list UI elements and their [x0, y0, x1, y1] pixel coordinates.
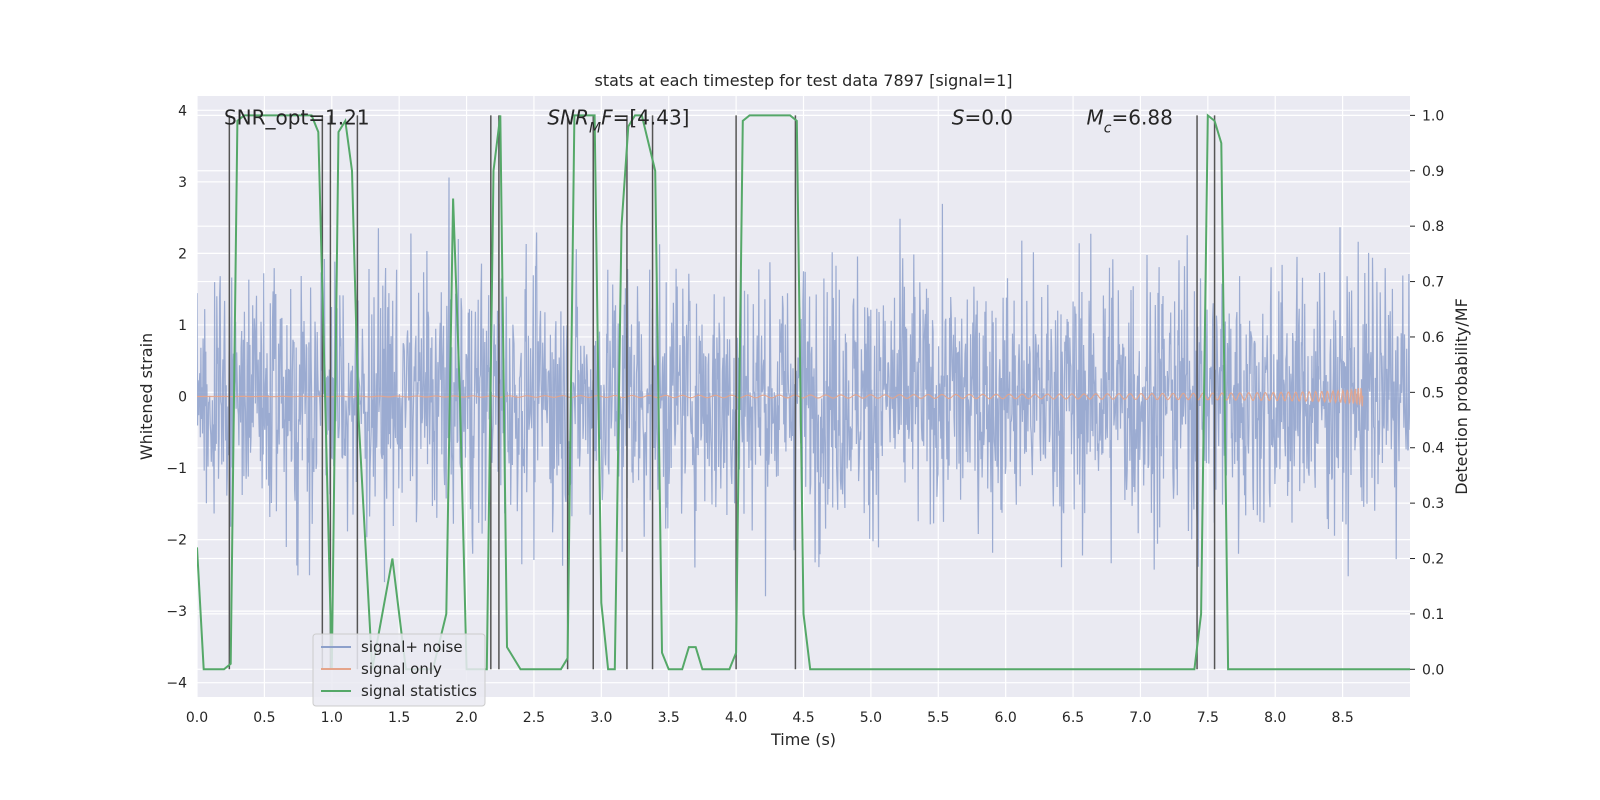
y-tick-label: −4 — [166, 676, 187, 692]
y2-tick-label: 0.0 — [1422, 662, 1444, 678]
x-tick-label: 4.5 — [792, 710, 814, 726]
y2-tick-label: 0.8 — [1422, 219, 1444, 235]
x-tick-label: 5.5 — [927, 710, 949, 726]
x-tick-label: 3.0 — [590, 710, 612, 726]
legend-entry: signal+ noise — [361, 638, 463, 656]
legend: signal+ noise signal only signal statistic… — [312, 633, 486, 707]
x-axis: 0.0 0.5 1.0 1.5 2.0 2.5 3.0 3.5 4.0 4.5 5.0 5.5 6.0 6… — [186, 710, 1354, 726]
y-tick-label: −2 — [166, 533, 187, 549]
x-tick-label: 7.0 — [1129, 710, 1151, 726]
y-axis-label: Whitened strain — [137, 333, 156, 460]
left-y-axis: 4 3 2 1 0 −1 −2 −3 −4 — [166, 103, 187, 691]
y-tick-label: 3 — [178, 175, 187, 191]
y2-tick-label: 0.2 — [1422, 552, 1444, 568]
x-tick-label: 2.5 — [523, 710, 545, 726]
x-tick-label: 6.0 — [995, 710, 1017, 726]
x-tick-label: 3.5 — [658, 710, 680, 726]
y2-tick-label: 0.5 — [1422, 385, 1444, 401]
y2-tick-label: 0.3 — [1422, 496, 1444, 512]
x-tick-label: 0.5 — [253, 710, 275, 726]
annotation-snr-opt: SNR_opt=1.21 — [224, 105, 370, 129]
x-tick-label: 4.0 — [725, 710, 747, 726]
y-tick-label: 4 — [178, 103, 187, 119]
y2-tick-label: 0.4 — [1422, 441, 1444, 457]
y-tick-label: 2 — [178, 246, 187, 262]
x-tick-label: 8.5 — [1331, 710, 1353, 726]
x-axis-label: Time (s) — [770, 730, 836, 749]
y-tick-label: −1 — [166, 461, 187, 477]
x-tick-label: 1.0 — [321, 710, 343, 726]
right-y-axis: 1.0 0.9 0.8 0.7 0.6 0.5 0.4 0.3 0.2 0.1 0.0 — [1410, 108, 1444, 678]
annotation-mc: Mc=6.88 — [1087, 105, 1173, 136]
legend-entry: signal statistics — [361, 682, 477, 700]
y2-tick-label: 1.0 — [1422, 108, 1444, 124]
data-layer — [197, 113, 1410, 671]
series-signal-noise-line — [197, 177, 1410, 597]
annotation-s: S=0.0 — [952, 105, 1013, 129]
x-tick-label: 7.5 — [1197, 710, 1219, 726]
x-tick-label: 2.0 — [455, 710, 477, 726]
y2-tick-label: 0.1 — [1422, 607, 1444, 623]
y-tick-label: 0 — [178, 390, 187, 406]
chart-title: stats at each timestep for test data 789… — [594, 71, 1012, 90]
x-tick-label: 6.5 — [1062, 710, 1084, 726]
x-tick-label: 0.0 — [186, 710, 208, 726]
y2-axis-label: Detection probability/MF — [1452, 298, 1471, 495]
x-tick-label: 8.0 — [1264, 710, 1286, 726]
x-tick-label: 1.5 — [388, 710, 410, 726]
y2-tick-label: 0.9 — [1422, 164, 1444, 180]
series-signal-statistics-line — [197, 113, 1410, 671]
y2-tick-label: 0.6 — [1422, 330, 1444, 346]
y-tick-label: −3 — [166, 604, 187, 620]
legend-entry: signal only — [361, 660, 442, 678]
legend-box — [312, 633, 486, 707]
annotation-snr-mf: SNRMF=[4.43] — [547, 105, 689, 136]
series-signal-only-line — [197, 387, 1364, 407]
y2-tick-label: 0.7 — [1422, 275, 1444, 291]
y-tick-label: 1 — [178, 318, 187, 334]
x-tick-label: 5.0 — [860, 710, 882, 726]
